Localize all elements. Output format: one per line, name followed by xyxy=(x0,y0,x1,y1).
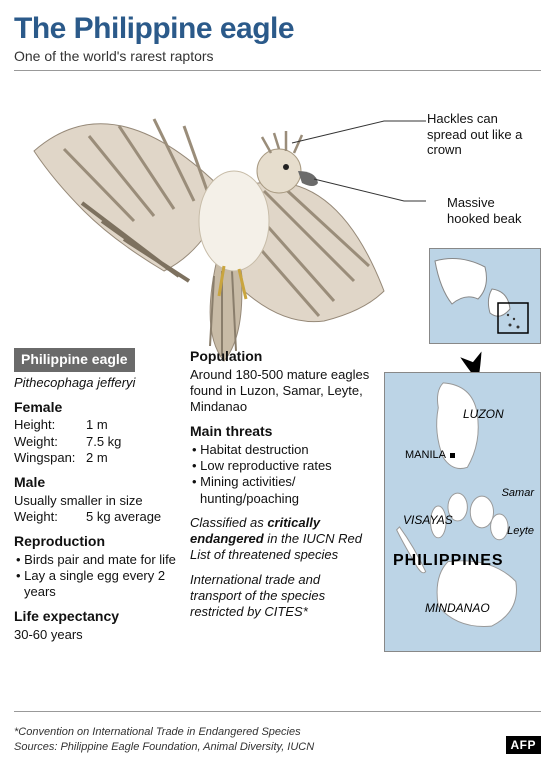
map-visayas: VISAYAS xyxy=(403,513,453,528)
details-column: Population Around 180-500 mature eagles … xyxy=(190,348,374,652)
female-wingspan-k: Wingspan: xyxy=(14,450,86,466)
population-text: Around 180-500 mature eagles found in Lu… xyxy=(190,367,374,416)
map-samar: Samar xyxy=(502,487,534,501)
callout-beak: Massive hooked beak xyxy=(447,195,537,226)
page-subtitle: One of the world's rarest raptors xyxy=(14,48,541,64)
cites-note: International trade and transport of the… xyxy=(190,572,374,621)
female-weight-v: 7.5 kg xyxy=(86,434,121,450)
afp-logo: AFP xyxy=(506,736,542,754)
page-title: The Philippine eagle xyxy=(14,12,541,46)
threats-head: Main threats xyxy=(190,423,374,441)
male-size: Usually smaller in size xyxy=(14,493,180,509)
threat-b3: Mining activities/ hunting/poaching xyxy=(190,474,374,507)
footnote-sources: Sources: Philippine Eagle Foundation, An… xyxy=(14,740,314,754)
map-leyte: Leyte xyxy=(507,525,534,539)
factbox-label: Philippine eagle xyxy=(14,348,135,372)
female-height-v: 1 m xyxy=(86,417,108,433)
scientific-name: Pithecophaga jefferyi xyxy=(14,375,180,391)
reproduction-head: Reproduction xyxy=(14,533,180,551)
map-luzon: LUZON xyxy=(463,407,504,422)
map-country: PHILIPPINES xyxy=(393,551,504,571)
threat-b2: Low reproductive rates xyxy=(190,458,374,474)
map-manila: MANILA xyxy=(405,449,455,463)
male-weight-k: Weight: xyxy=(14,509,86,525)
callout-hackles: Hackles can spread out like a crown xyxy=(427,111,537,158)
life-head: Life expectancy xyxy=(14,608,180,626)
classification: Classified as critically endangered in t… xyxy=(190,515,374,564)
female-head: Female xyxy=(14,399,180,417)
population-head: Population xyxy=(190,348,374,366)
repro-b1: Birds pair and mate for life xyxy=(14,552,180,568)
inset-map xyxy=(429,248,541,344)
female-weight-k: Weight: xyxy=(14,434,86,450)
footnote: *Convention on International Trade in En… xyxy=(14,725,314,754)
female-wingspan-v: 2 m xyxy=(86,450,108,466)
footnote-cites: *Convention on International Trade in En… xyxy=(14,725,314,739)
divider-bottom xyxy=(14,711,541,712)
map-column: LUZON MANILA VISAYAS Samar Leyte PHILIPP… xyxy=(384,348,541,652)
map-mindanao: MINDANAO xyxy=(425,601,490,616)
male-weight-v: 5 kg average xyxy=(86,509,161,525)
male-head: Male xyxy=(14,474,180,492)
threat-b1: Habitat destruction xyxy=(190,442,374,458)
female-height-k: Height: xyxy=(14,417,86,433)
eagle-illustration xyxy=(24,71,434,371)
repro-b2: Lay a single egg every 2 years xyxy=(14,568,180,601)
main-map: LUZON MANILA VISAYAS Samar Leyte PHILIPP… xyxy=(384,372,541,652)
life-val: 30-60 years xyxy=(14,627,180,643)
factbox-column: Philippine eagle Pithecophaga jefferyi F… xyxy=(14,348,180,652)
class-pre: Classified as xyxy=(190,515,267,530)
